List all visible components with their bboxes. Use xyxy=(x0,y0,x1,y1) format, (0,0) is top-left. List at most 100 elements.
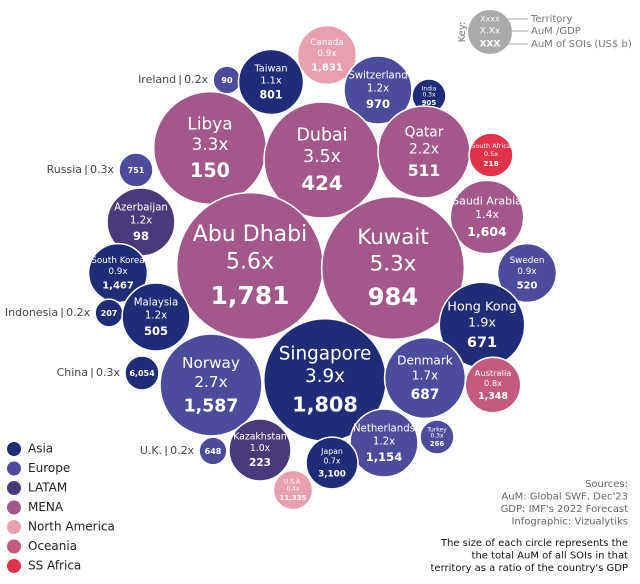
ratio-label: 5.6x xyxy=(226,249,274,274)
aum-label: 150 xyxy=(190,159,230,182)
aum-label: 98 xyxy=(133,229,149,243)
ratio-label: 0.9x xyxy=(517,267,536,277)
territory-label: Norway xyxy=(182,354,240,372)
ratio-label: 3.3x xyxy=(192,134,229,154)
territory-label: Australia xyxy=(475,368,512,378)
aum-label: 511 xyxy=(408,161,441,180)
ratio-label: 0.3x xyxy=(90,163,114,176)
aum-label: 505 xyxy=(144,324,168,338)
aum-label: 1,587 xyxy=(184,396,239,416)
bubble xyxy=(237,48,305,116)
key-sample: Xxxx xyxy=(480,15,500,24)
ratio-label: 2.2x xyxy=(409,142,439,158)
bubble xyxy=(159,333,263,437)
legend-swatch xyxy=(7,461,21,476)
ratio-label: 0.2x xyxy=(184,73,208,86)
territory-label: Abu Dhabi xyxy=(193,222,307,247)
legend-swatch xyxy=(7,442,21,456)
bubble xyxy=(118,152,154,188)
aum-label: 520 xyxy=(517,280,538,291)
aum-label: 1,808 xyxy=(292,393,358,417)
key-label: AuM of SOIs (US$ b) xyxy=(531,39,632,50)
ratio-label: 0.5x xyxy=(484,150,498,158)
aum-label: 90 xyxy=(221,76,233,85)
bubble xyxy=(305,436,359,490)
bubble xyxy=(272,469,314,511)
territory-label: Netherlands xyxy=(353,424,415,435)
source-line: Infographic: Vizualytiks xyxy=(511,517,628,528)
territory-label: Singapore xyxy=(279,343,372,364)
territory-label: Canada xyxy=(310,38,344,48)
aum-label: 218 xyxy=(483,159,499,168)
ratio-label: 1.9x xyxy=(468,315,496,330)
source-line: GDP: IMF's 2022 Forecast xyxy=(501,504,629,515)
territory-label: South Africa xyxy=(471,142,511,150)
aum-label: 801 xyxy=(259,89,282,102)
aum-label: 1,467 xyxy=(102,280,134,291)
ratio-label: 0.8x xyxy=(484,378,502,388)
ratio-label: 0.2x xyxy=(66,306,90,319)
bubble xyxy=(419,419,455,455)
territory-label: Saudi Arabia xyxy=(452,195,522,208)
ratio-label: 3.5x xyxy=(303,147,341,167)
bubble xyxy=(228,418,292,482)
legend-swatch xyxy=(7,559,21,573)
territory-label: Kuwait xyxy=(357,225,429,250)
key-label: AuM /GDP xyxy=(531,26,581,37)
ratio-label: 1.1x xyxy=(260,75,282,86)
bubble xyxy=(464,356,522,414)
bubble xyxy=(496,242,558,304)
bubble xyxy=(449,179,525,255)
aum-label: 207 xyxy=(101,309,118,318)
aum-label: 6,054 xyxy=(129,369,155,378)
aum-label: 905 xyxy=(422,99,437,107)
territory-label: Japan xyxy=(320,447,343,456)
legend-label: SS Africa xyxy=(28,559,81,573)
territory-label: China xyxy=(57,366,88,379)
ratio-label: 3.9x xyxy=(305,366,345,387)
ratio-label: 1.0x xyxy=(250,443,271,454)
aum-label: 1,348 xyxy=(478,391,508,402)
source-line: Sources: xyxy=(585,479,628,490)
territory-label: Dubai xyxy=(297,126,348,146)
ratio-label: 1.2x xyxy=(367,83,389,94)
key-sample: X.Xx xyxy=(480,27,501,37)
key-sample: XXX xyxy=(480,40,501,50)
aum-label: 1,831 xyxy=(311,62,343,73)
bubble xyxy=(296,24,358,86)
note-line: The size of each circle represents the xyxy=(440,538,628,549)
aum-label: 648 xyxy=(205,447,222,456)
territory-label: Azerbaijan xyxy=(114,203,168,214)
legend-swatch xyxy=(7,520,21,534)
ratio-label: 2.7x xyxy=(194,373,227,391)
ratio-label: 0.3x xyxy=(422,92,436,99)
legend-label: Asia xyxy=(28,442,53,456)
key-title: Key: xyxy=(457,22,468,43)
source-line: AuM: Global SWF, Dec'23 xyxy=(501,492,628,503)
territory-label: Sweden xyxy=(510,256,545,266)
ratio-label: 0.2x xyxy=(170,444,194,457)
ratio-label: 0.9x xyxy=(317,49,336,59)
note-line: territory as a ratio of the country's GD… xyxy=(431,563,628,574)
territory-label: Indonesia xyxy=(5,306,58,319)
ratio-label: 1.7x xyxy=(412,368,438,382)
territory-label: Hong Kong xyxy=(447,300,517,315)
territory-label: U.K. xyxy=(140,444,162,457)
aum-label: 1,781 xyxy=(211,281,290,310)
ratio-label: 0.3x xyxy=(96,366,120,379)
ratio-label: 0.3x xyxy=(430,433,444,440)
territory-label: Taiwan xyxy=(253,63,287,74)
legend-label: North America xyxy=(28,520,115,534)
legend-label: MENA xyxy=(28,500,64,514)
territory-label: India xyxy=(422,85,437,92)
bubble xyxy=(468,132,514,178)
aum-label: 751 xyxy=(128,166,145,175)
territory-label: Russia xyxy=(47,163,82,176)
aum-label: 11,335 xyxy=(279,494,306,502)
ratio-label: 5.3x xyxy=(370,251,417,276)
legend-label: Oceania xyxy=(28,539,77,553)
bubble xyxy=(343,55,413,125)
aum-label: 266 xyxy=(430,440,445,448)
ratio-label: 0.4x xyxy=(286,486,300,493)
aum-label: 671 xyxy=(467,335,497,351)
